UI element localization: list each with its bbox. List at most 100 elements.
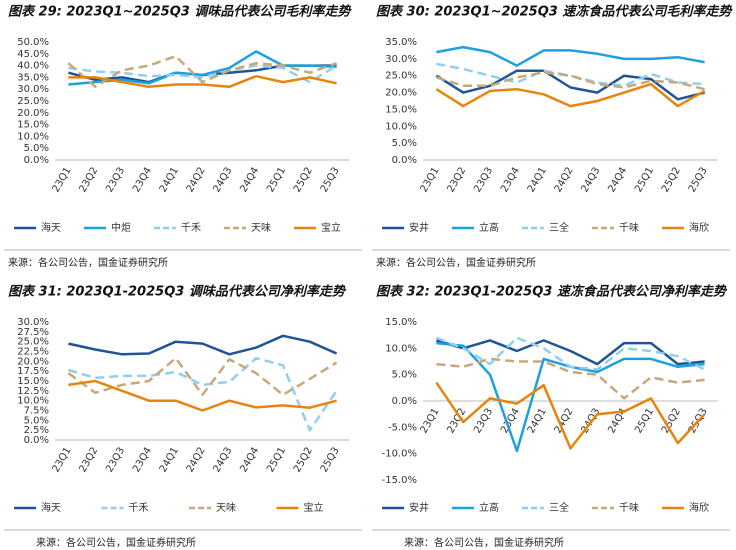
y-tick-label: 0.0% (392, 155, 417, 166)
y-tick-label: 10.0% (17, 131, 49, 142)
y-tick-label: 22.5% (17, 347, 49, 358)
series-line (436, 339, 705, 366)
x-tick-label: 24Q2 (185, 446, 208, 475)
y-tick-label: 27.5% (17, 327, 49, 338)
x-tick-label: 24Q3 (580, 166, 603, 195)
y-tick-label: 35.0% (17, 72, 49, 83)
y-tick-label: 5.0% (392, 138, 417, 149)
legend-label: 海欣 (689, 501, 709, 514)
legend-label: 海天 (41, 221, 61, 234)
x-tick-label: 23Q4 (499, 166, 522, 195)
x-tick-label: 24Q4 (238, 446, 261, 475)
source-note: 来源：各公司公告，国金证券研究所 (8, 256, 168, 269)
legend-label: 三全 (549, 221, 569, 234)
x-tick-label: 25Q3 (319, 446, 342, 475)
series-line (68, 74, 337, 89)
series-line (436, 341, 705, 453)
x-tick-label: 23Q2 (77, 166, 100, 195)
x-tick-label: 25Q2 (660, 166, 683, 195)
y-tick-label: -10.0% (382, 449, 417, 460)
y-tick-label: 50.0% (17, 37, 49, 48)
series-line (68, 356, 338, 432)
chart-title: 图表 30: 2023Q1~2025Q3 速冻食品代表公司毛利率走势 (376, 4, 733, 20)
x-tick-label: 23Q2 (77, 446, 100, 475)
chart-title: 图表 31: 2023Q1-2025Q3 调味品代表公司净利率走势 (8, 284, 347, 300)
y-tick-label: 40.0% (17, 61, 49, 72)
legend-label: 天味 (251, 222, 271, 234)
x-tick-label: 23Q1 (51, 166, 74, 195)
x-tick-label: 24Q4 (606, 166, 629, 195)
legend-label: 千禾 (181, 222, 201, 234)
y-tick-label: 7.5% (24, 406, 49, 417)
y-tick-label: 15.0% (385, 104, 417, 115)
y-tick-label: 20.0% (17, 108, 49, 119)
legend-label: 立高 (479, 221, 499, 234)
x-tick-label: 24Q1 (158, 446, 181, 475)
y-tick-label: -15.0% (382, 475, 417, 486)
y-tick-label: 12.5% (17, 386, 49, 397)
x-tick-label: 24Q1 (526, 166, 549, 195)
y-tick-label: 15.0% (17, 376, 49, 387)
series-line (436, 62, 705, 88)
x-tick-label: 23Q2 (445, 166, 468, 195)
source-note: 来源：各公司公告，国金证券研究所 (404, 536, 564, 549)
y-tick-label: 20.0% (385, 88, 417, 99)
x-tick-label: 25Q1 (265, 166, 288, 195)
y-tick-label: 25.0% (17, 337, 49, 348)
legend-label: 中炬 (111, 221, 131, 234)
y-tick-label: -5.0% (388, 422, 417, 433)
y-tick-label: 25.0% (17, 96, 49, 107)
series-line (435, 336, 706, 371)
x-tick-label: 24Q2 (185, 166, 208, 195)
x-tick-label: 25Q1 (265, 446, 288, 475)
x-tick-label: 25Q2 (292, 166, 315, 195)
series-line (68, 64, 338, 84)
y-tick-label: 35.0% (385, 37, 417, 48)
chart-title: 图表 29: 2023Q1~2025Q3 调味品代表公司毛利率走势 (8, 4, 352, 20)
x-tick-label: 24Q4 (238, 166, 261, 195)
legend-label: 宝立 (321, 221, 341, 234)
y-tick-label: 20.0% (17, 356, 49, 367)
series-line (68, 334, 338, 356)
x-tick-label: 25Q3 (687, 166, 710, 195)
legend-label: 海天 (41, 501, 61, 514)
y-tick-label: 25.0% (385, 71, 417, 82)
y-tick-label: 10.0% (385, 121, 417, 132)
series-line (436, 71, 705, 91)
x-tick-label: 24Q1 (158, 166, 181, 195)
y-tick-label: 10.0% (385, 343, 417, 354)
y-tick-label: 15.0% (385, 317, 417, 328)
series-line (435, 82, 706, 108)
chart-title: 图表 32: 2023Q1-2025Q3 速冻食品代表公司净利率走势 (376, 284, 728, 300)
x-tick-label: 23Q3 (104, 166, 127, 195)
x-tick-label: 23Q1 (51, 446, 74, 475)
legend-label: 三全 (549, 501, 569, 514)
series-line (435, 69, 705, 101)
legend-label: 千禾 (129, 502, 149, 514)
x-tick-label: 25Q2 (292, 446, 315, 475)
legend-label: 千味 (619, 502, 639, 514)
y-tick-label: 5.0% (24, 415, 49, 426)
series-line (67, 54, 338, 89)
y-tick-label: 0.0% (392, 396, 417, 407)
x-tick-label: 24Q3 (212, 166, 235, 195)
legend-label: 立高 (479, 501, 499, 514)
x-tick-label: 24Q3 (212, 446, 235, 475)
series-line (68, 379, 337, 412)
x-tick-label: 23Q4 (131, 166, 154, 195)
source-note: 来源：各公司公告，国金证券研究所 (376, 256, 536, 269)
x-tick-label: 25Q1 (633, 407, 656, 436)
x-tick-label: 23Q1 (419, 166, 442, 195)
x-tick-label: 23Q4 (131, 446, 154, 475)
y-tick-label: 2.5% (24, 425, 49, 436)
y-tick-label: 30.0% (385, 54, 417, 65)
series-line (436, 357, 705, 400)
legend-label: 天味 (216, 502, 236, 514)
y-tick-label: 45.0% (17, 49, 49, 60)
y-tick-label: 5.0% (392, 370, 417, 381)
source-note: 来源：各公司公告，国金证券研究所 (36, 536, 196, 549)
series-line (435, 381, 706, 450)
y-tick-label: 15.0% (17, 120, 49, 131)
y-tick-label: 30.0% (17, 317, 49, 328)
